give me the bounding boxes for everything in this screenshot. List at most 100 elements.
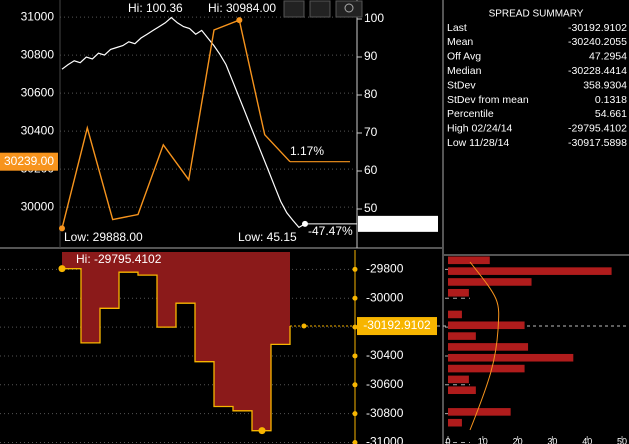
- toolbar-button[interactable]: [283, 0, 305, 18]
- value-tag-label: -30192.9102: [363, 318, 431, 332]
- hist-bar: [448, 288, 469, 297]
- y-tick-label: 30400: [21, 123, 55, 137]
- toolbar: [283, 0, 363, 18]
- hist-bar: [448, 418, 462, 427]
- toolbar-button[interactable]: [309, 0, 331, 18]
- y-tick-label: 31000: [21, 9, 55, 23]
- annotation: 1.17%: [290, 144, 324, 158]
- high-point: [58, 265, 66, 273]
- hist-bar: [448, 256, 490, 265]
- value-tag: [357, 317, 437, 336]
- value-tag-label: 46.09: [362, 216, 392, 230]
- summary-label: Percentile: [447, 108, 494, 120]
- summary-value: -30917.5898: [568, 137, 627, 149]
- step-area: [233, 252, 252, 411]
- x-tick-label: 10: [478, 436, 488, 444]
- summary-label: Off Avg: [447, 51, 481, 63]
- hist-bar: [448, 310, 462, 319]
- summary-value: -30192.9102: [568, 22, 627, 34]
- y-tick-label: 30000: [21, 199, 55, 213]
- distribution-curve: [469, 261, 500, 431]
- annotation: Low: 45.15: [238, 230, 297, 244]
- x-tick-label: 20: [513, 436, 523, 444]
- summary-label: StDev from mean: [447, 94, 529, 106]
- high-point: [236, 17, 243, 24]
- step-area: [81, 252, 100, 343]
- summary-value: -30240.2055: [568, 36, 627, 48]
- y-tick-label: -30600: [366, 377, 404, 391]
- annotation: Hi: 30984.00: [208, 1, 276, 15]
- annotation: -47.47%: [308, 224, 353, 238]
- y-tick-label: -30400: [366, 348, 404, 362]
- y2-tick-label: 80: [364, 87, 378, 101]
- step-area: [176, 252, 195, 304]
- hist-bar: [448, 278, 532, 286]
- step-area: [271, 252, 290, 345]
- step-area: [138, 252, 157, 276]
- y2-tick-label: 60: [364, 163, 378, 177]
- hist-bar: [448, 386, 476, 395]
- y2-tick-label: 90: [364, 49, 378, 63]
- hist-bar: [448, 332, 476, 340]
- hist-bar: [448, 343, 529, 351]
- summary-label: Low 11/28/14: [447, 137, 509, 149]
- x-tick-label: 0: [445, 436, 450, 444]
- x-tick-label: 50: [617, 436, 627, 444]
- y-tick-label: -30000: [366, 290, 404, 304]
- tick-mark: [352, 382, 358, 388]
- step-area: [62, 252, 81, 269]
- summary-label: Median: [447, 65, 482, 77]
- tick-mark: [352, 353, 358, 359]
- search-icon: [344, 3, 354, 13]
- y-tick-label: -30800: [366, 406, 404, 420]
- summary-value: -30228.4414: [568, 65, 627, 77]
- hist-bar: [448, 321, 525, 330]
- value-tag: [358, 215, 438, 232]
- tick-mark: [352, 440, 358, 444]
- step-area: [157, 252, 176, 328]
- summary-value: 54.661: [595, 108, 627, 120]
- line-series: [61, 16, 306, 229]
- step-area: [119, 252, 138, 273]
- summary-label: Last: [447, 22, 467, 34]
- hist-bar: [448, 353, 574, 362]
- step-area: [195, 252, 214, 362]
- y-tick-label: 30800: [21, 47, 55, 61]
- y2-tick-label: 70: [364, 125, 378, 139]
- summary-title: SPREAD SUMMARY: [489, 9, 584, 20]
- low-point: [258, 427, 266, 435]
- summary-value: 47.2954: [589, 51, 627, 63]
- tick-mark: [352, 324, 358, 330]
- step-area: [214, 252, 233, 407]
- step-area: [252, 252, 271, 431]
- tick-mark: [352, 295, 358, 301]
- y2-tick-label: 100: [364, 11, 384, 25]
- summary-label: Mean: [447, 36, 473, 48]
- low-point: [59, 225, 65, 232]
- tick-mark: [352, 266, 358, 272]
- y-tick-label: -31000: [366, 435, 404, 444]
- toolbar-button[interactable]: [335, 0, 363, 18]
- last-point: [302, 220, 308, 227]
- summary-value: 0.1318: [595, 94, 627, 106]
- y-tick-label: -29800: [366, 261, 404, 275]
- value-tag-label: 30239.00: [4, 154, 54, 168]
- summary-label: High 02/24/14: [447, 123, 513, 135]
- step-area: [100, 252, 119, 309]
- hist-bar: [448, 408, 511, 416]
- summary-label: StDev: [447, 79, 476, 91]
- summary-value: 358.9304: [583, 79, 627, 91]
- step-line: [62, 268, 291, 432]
- y-tick-label: 30600: [21, 85, 55, 99]
- x-tick-label: 40: [582, 436, 592, 444]
- annotation: Hi: 100.36: [128, 1, 183, 15]
- hist-bar: [448, 267, 612, 275]
- last-point: [301, 323, 307, 329]
- value-tag: [0, 152, 58, 171]
- tick-mark: [352, 411, 358, 417]
- line-series: [61, 19, 291, 229]
- hist-bar: [448, 364, 525, 373]
- summary-value: -29795.4102: [568, 123, 627, 135]
- hist-bar: [448, 375, 469, 384]
